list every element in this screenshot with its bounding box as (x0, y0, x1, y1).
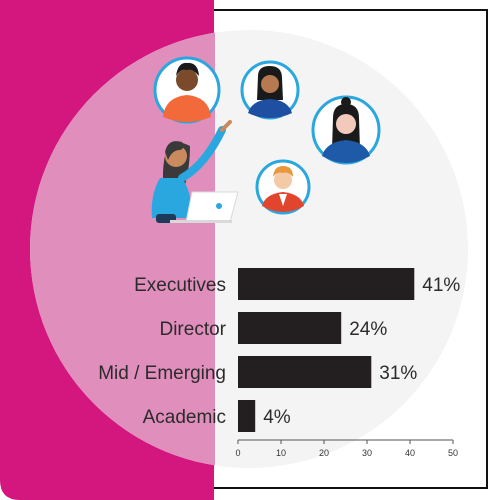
value-label-academic: 4% (263, 407, 291, 428)
category-label-academic: Academic (143, 407, 226, 428)
bar-executives (238, 268, 415, 300)
avatar-woman-blue-2 (311, 95, 381, 165)
presenter-illustration (151, 120, 239, 223)
x-tick-label: 40 (405, 448, 415, 458)
background-circle-overlay (30, 32, 215, 466)
value-label-mid-emerging: 31% (379, 363, 417, 384)
avatar-man-orange (153, 56, 221, 124)
avatar-woman-blue-1 (240, 60, 300, 120)
bars-group (238, 268, 415, 432)
category-labels-group: Executives Director Mid / Emerging Academic (98, 275, 226, 428)
x-tick-label: 0 (235, 448, 240, 458)
bar-academic (238, 400, 256, 432)
avatar-man-red (255, 159, 311, 215)
x-tick-label: 50 (448, 448, 458, 458)
value-labels-group: 41% 24% 31% 4% (263, 275, 460, 428)
x-tick-label: 30 (362, 448, 372, 458)
x-tick-label: 10 (276, 448, 286, 458)
value-label-director: 24% (349, 319, 387, 340)
bar-chart: Executives Director Mid / Emerging Academic… (98, 268, 460, 458)
value-label-executives: 41% (422, 275, 460, 296)
category-label-executives: Executives (134, 275, 226, 296)
x-ticks-group: 0 10 20 30 40 50 (235, 440, 458, 458)
bar-mid-emerging (238, 356, 372, 388)
x-tick-label: 20 (319, 448, 329, 458)
bar-director (238, 312, 342, 344)
category-label-mid-emerging: Mid / Emerging (98, 363, 226, 384)
category-label-director: Director (159, 319, 226, 340)
